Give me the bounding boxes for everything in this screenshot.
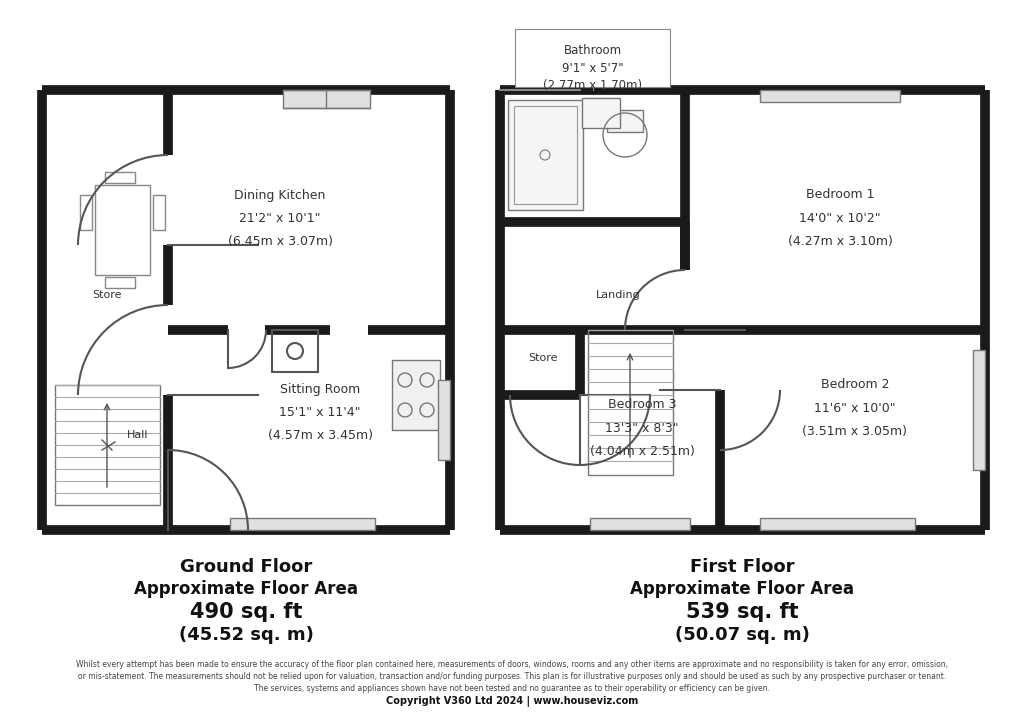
Bar [153,195,165,230]
Text: Whilst every attempt has been made to ensure the accuracy of the floor plan cont: Whilst every attempt has been made to en… [76,660,948,693]
Text: Bedroom 3: Bedroom 3 [608,398,676,411]
Text: (4.27m x 3.10m): (4.27m x 3.10m) [787,234,893,247]
Text: (50.07 sq. m): (50.07 sq. m) [675,626,810,644]
Bar [760,518,915,530]
Bar [283,90,370,108]
Text: Hall: Hall [127,430,148,440]
Text: 11'6" x 10'0": 11'6" x 10'0" [814,401,896,414]
Text: Dining Kitchen: Dining Kitchen [234,189,326,202]
Text: 15'1" x 11'4": 15'1" x 11'4" [280,406,360,419]
Bar [80,195,92,230]
Text: (45.52 sq. m): (45.52 sq. m) [178,626,313,644]
Text: Bathroom: Bathroom [563,43,622,56]
Bar [438,380,450,460]
Bar [272,330,318,372]
Bar [105,277,135,288]
Bar [515,29,670,87]
Text: 13'3" x 8'3": 13'3" x 8'3" [605,422,679,435]
Bar [392,360,440,430]
Text: 539 sq. ft: 539 sq. ft [686,602,799,622]
Bar [105,172,135,183]
Bar [973,350,985,470]
Bar [607,110,643,132]
Bar [760,90,900,102]
Text: (2.77m x 1.70m): (2.77m x 1.70m) [543,80,642,93]
Text: Approximate Floor Area: Approximate Floor Area [134,580,358,598]
Text: (6.45m x 3.07m): (6.45m x 3.07m) [227,234,333,247]
Text: Copyright V360 Ltd 2024 | www.houseviz.com: Copyright V360 Ltd 2024 | www.houseviz.c… [386,696,638,707]
Text: (3.51m x 3.05m): (3.51m x 3.05m) [803,424,907,437]
Bar [508,100,583,210]
Bar [55,385,160,505]
Text: 14'0" x 10'2": 14'0" x 10'2" [799,212,881,225]
Text: 490 sq. ft: 490 sq. ft [189,602,302,622]
Text: Sitting Room: Sitting Room [280,383,360,396]
Text: 21'2" x 10'1": 21'2" x 10'1" [240,212,321,225]
Text: Store: Store [528,353,558,363]
Text: (4.04m x 2.51m): (4.04m x 2.51m) [590,445,694,458]
Bar [95,185,150,275]
Bar [590,518,690,530]
Text: (4.57m x 3.45m): (4.57m x 3.45m) [267,429,373,442]
Text: Approximate Floor Area: Approximate Floor Area [631,580,854,598]
Text: Ground Floor: Ground Floor [180,558,312,576]
Text: Bedroom 1: Bedroom 1 [806,189,874,202]
Bar [514,106,577,204]
Bar [588,330,673,475]
Text: Bedroom 2: Bedroom 2 [821,379,889,391]
Text: Store: Store [92,290,122,300]
Text: 9'1" x 5'7": 9'1" x 5'7" [562,61,624,74]
Bar [582,98,620,128]
Bar [230,518,375,530]
Text: Landing: Landing [596,290,640,300]
Text: First Floor: First Floor [690,558,795,576]
